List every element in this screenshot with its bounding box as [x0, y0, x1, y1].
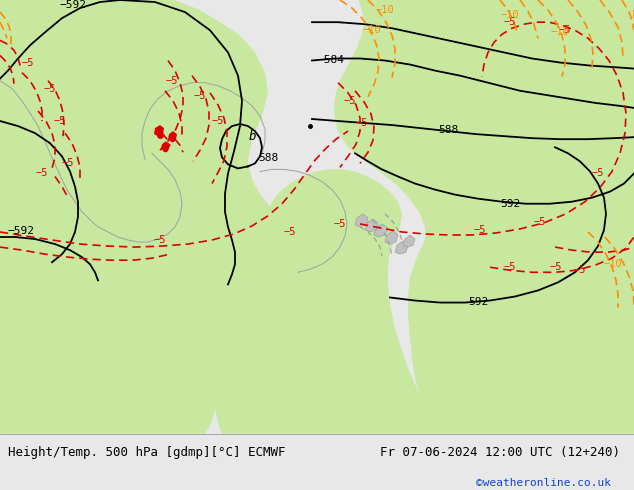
Polygon shape [83, 186, 96, 200]
Text: −5: −5 [550, 262, 562, 272]
Polygon shape [355, 214, 368, 227]
Polygon shape [30, 122, 43, 136]
Polygon shape [41, 135, 54, 149]
Text: −5: −5 [333, 219, 346, 229]
Text: −5: −5 [284, 227, 296, 237]
Text: −5: −5 [44, 84, 56, 94]
Text: −5: −5 [592, 169, 604, 178]
Polygon shape [125, 223, 138, 237]
Text: −10: −10 [375, 5, 394, 15]
Polygon shape [310, 0, 634, 434]
Text: 588: 588 [438, 125, 458, 135]
Text: −592: −592 [60, 0, 86, 10]
Text: Fr 07-06-2024 12:00 UTC (12+240): Fr 07-06-2024 12:00 UTC (12+240) [380, 446, 621, 459]
Text: −5: −5 [574, 265, 586, 275]
Polygon shape [68, 168, 82, 184]
Polygon shape [168, 131, 177, 141]
Polygon shape [113, 210, 126, 224]
Polygon shape [214, 170, 440, 434]
Text: −5: −5 [61, 158, 74, 169]
Text: 592: 592 [468, 296, 488, 307]
Text: −10: −10 [550, 27, 569, 37]
Text: −10: −10 [363, 25, 382, 35]
Polygon shape [154, 125, 164, 136]
Text: −5: −5 [504, 17, 516, 27]
Polygon shape [255, 203, 268, 217]
Text: −5: −5 [22, 57, 34, 68]
Text: 592: 592 [500, 199, 521, 209]
Text: −5: −5 [194, 91, 206, 101]
Text: −5: −5 [165, 75, 178, 86]
Polygon shape [267, 213, 280, 227]
Text: −5: −5 [559, 25, 571, 35]
Text: −5: −5 [36, 169, 48, 178]
Polygon shape [280, 223, 293, 237]
Text: 588: 588 [258, 153, 278, 163]
Polygon shape [395, 241, 408, 254]
Polygon shape [403, 235, 415, 247]
Text: −584: −584 [318, 54, 345, 65]
Polygon shape [100, 200, 113, 214]
Text: ©weatheronline.co.uk: ©weatheronline.co.uk [476, 478, 611, 488]
Polygon shape [54, 149, 67, 163]
Text: −5: −5 [356, 118, 368, 128]
Text: −5: −5 [154, 235, 166, 245]
Polygon shape [0, 0, 280, 434]
Text: −5: −5 [504, 262, 516, 272]
Polygon shape [374, 224, 388, 237]
Text: Height/Temp. 500 hPa [gdmp][°C] ECMWF: Height/Temp. 500 hPa [gdmp][°C] ECMWF [8, 446, 285, 459]
Polygon shape [365, 219, 378, 232]
Text: −5: −5 [474, 225, 486, 235]
Text: −10: −10 [604, 259, 623, 269]
Text: −5: −5 [344, 96, 356, 106]
Polygon shape [293, 228, 306, 242]
Polygon shape [161, 141, 170, 151]
Text: b: b [249, 130, 256, 143]
Text: −10: −10 [501, 10, 519, 20]
Polygon shape [385, 231, 398, 244]
Text: −5: −5 [534, 217, 547, 227]
Text: −592: −592 [8, 226, 35, 236]
Polygon shape [57, 184, 70, 196]
Text: −5: −5 [212, 116, 224, 126]
Text: −5: −5 [54, 116, 66, 126]
